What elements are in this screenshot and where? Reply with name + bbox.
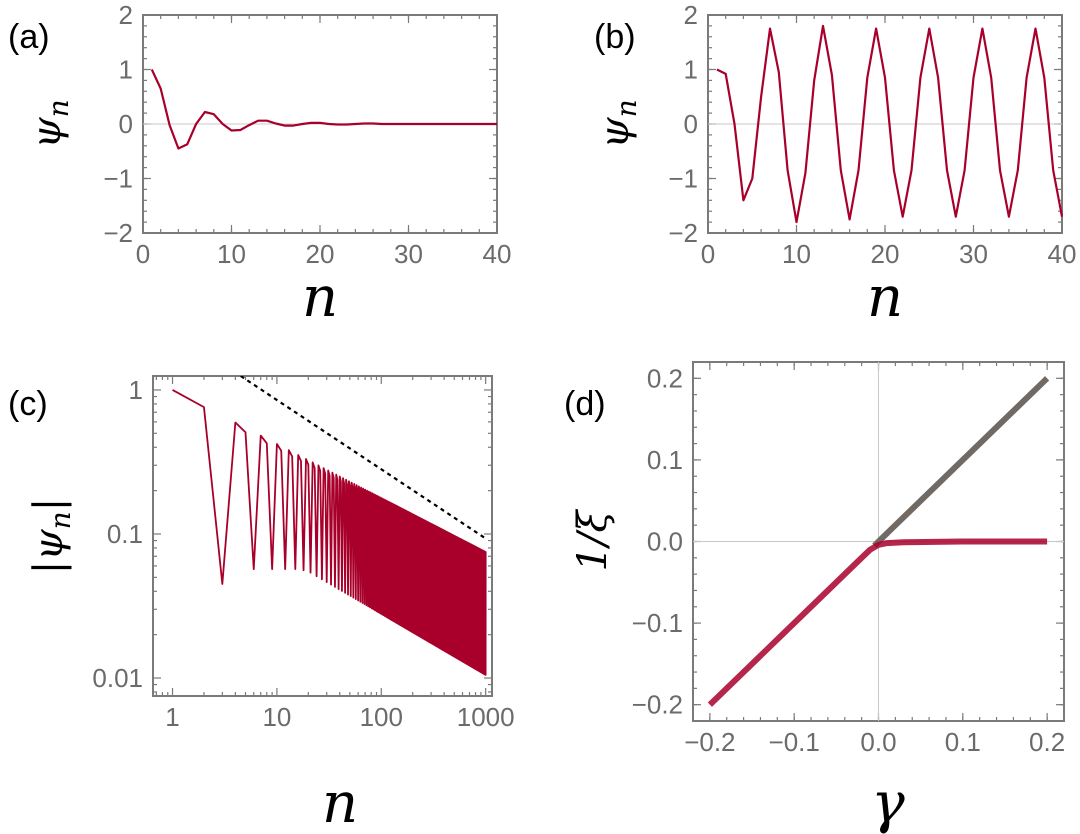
- y-tick-label: 0: [119, 109, 133, 139]
- y-tick-label: 0: [684, 109, 698, 139]
- series-line: [172, 389, 487, 676]
- x-tick-label: 40: [483, 239, 512, 269]
- y-tick-label: −2: [668, 218, 698, 248]
- panel-d: −0.2 −0.1 0.0 0.1 0.2 −0.2 −0.1 0.0 0.1 0.2 (d): [564, 361, 1065, 757]
- x-tick-label: 0.2: [1029, 727, 1065, 757]
- x-tick-label: 0: [701, 239, 715, 269]
- x-tick-label: 30: [959, 239, 988, 269]
- y-tick-label: 1: [684, 55, 698, 85]
- y-tick-label: 0.0: [647, 527, 683, 557]
- x-tick-label: 20: [306, 239, 335, 269]
- x-tick-label: 0.1: [945, 727, 981, 757]
- series-group: [172, 376, 487, 676]
- y-tick-label: −2: [103, 218, 133, 248]
- y-tick-label: 2: [119, 0, 133, 30]
- y-axis-label: |ψn|: [26, 498, 77, 574]
- panel-a: 0 10 20 30 40 −2 −1 0 1 2 (a): [8, 0, 511, 269]
- dashed-power-law-line: [240, 376, 487, 540]
- y-tick-label: 0.1: [107, 519, 143, 549]
- series-line: [872, 376, 1050, 548]
- panel-label: (a): [8, 18, 50, 56]
- x-tick-label: 10: [262, 702, 291, 732]
- x-axis-label: n: [867, 265, 903, 330]
- panel-b: 0 10 20 30 40 −2 −1 0 1 2 (b): [594, 0, 1076, 269]
- y-tick-label: 0.1: [647, 445, 683, 475]
- x-tick-label: −0.2: [684, 727, 735, 757]
- y-axis-label: 1/ξ: [570, 509, 616, 572]
- y-tick-label: −0.1: [632, 608, 683, 638]
- y-tick-label: −1: [668, 164, 698, 194]
- x-tick-label: 1: [165, 702, 179, 732]
- y-tick-label: 0.01: [92, 663, 143, 693]
- y-axis-label: ψn: [592, 99, 643, 148]
- x-tick-label: 1000: [457, 702, 515, 732]
- y-tick-label: 1: [129, 375, 143, 405]
- x-tick-label: 20: [871, 239, 900, 269]
- x-axis-label: n: [302, 265, 338, 330]
- series-line: [707, 538, 1048, 707]
- y-axis-label: ψn: [24, 99, 75, 148]
- plot-frame: [152, 375, 493, 697]
- y-tick-label: −1: [103, 164, 133, 194]
- x-tick-label: 30: [394, 239, 423, 269]
- x-tick-label: 0.0: [860, 727, 896, 757]
- x-tick-label: 10: [217, 239, 246, 269]
- x-tick-label: 0: [136, 239, 150, 269]
- panel-label: (c): [8, 385, 48, 423]
- series-line: [150, 69, 497, 150]
- y-tick-label: 2: [684, 0, 698, 30]
- y-tick-label: −0.2: [632, 690, 683, 720]
- x-tick-label: 40: [1048, 239, 1077, 269]
- y-tick-label: 1: [119, 55, 133, 85]
- x-axis-label: n: [322, 771, 358, 834]
- panel-label: (b): [594, 18, 636, 56]
- x-tick-label: 100: [360, 702, 403, 732]
- x-axis-label: γ: [871, 771, 905, 834]
- y-tick-label: 0.2: [647, 363, 683, 393]
- panel-label: (d): [564, 385, 606, 423]
- panel-c: 1 10 100 1000 0.01 0.1 1 (c): [8, 375, 515, 732]
- x-tick-label: −0.1: [769, 727, 820, 757]
- x-tick-label: 10: [782, 239, 811, 269]
- series-line: [716, 24, 1064, 224]
